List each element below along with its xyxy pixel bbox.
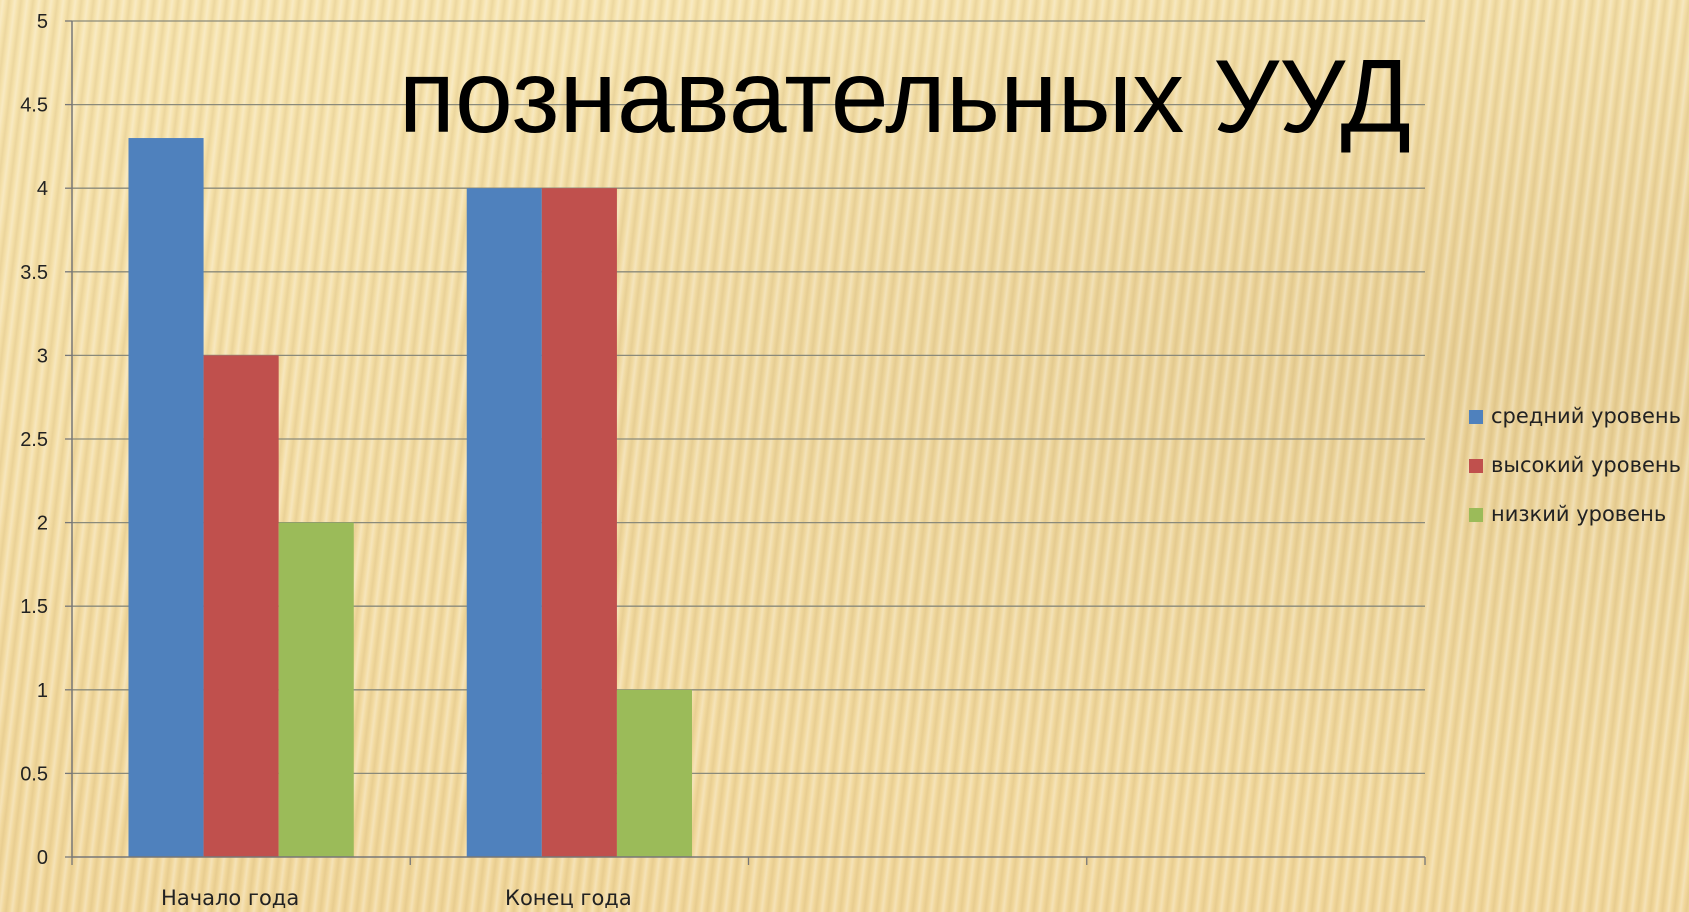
x-category-labels: Начало года Конец года (161, 886, 632, 910)
y-tick-label: 4 (37, 178, 48, 200)
legend: средний уровень высокий уровень низкий уро… (1469, 404, 1681, 526)
y-tick-labels: 0 0.5 1 1.5 2 2.5 3 3.5 4 4.5 5 (20, 11, 48, 869)
x-category-label: Конец года (505, 886, 632, 910)
legend-swatch (1469, 459, 1483, 473)
legend-label: средний уровень (1491, 404, 1681, 428)
legend-label: высокий уровень (1491, 453, 1681, 477)
y-tick-label: 4.5 (20, 95, 48, 117)
bar (278, 522, 354, 857)
bar (466, 188, 542, 857)
y-tick-label: 5 (37, 11, 48, 33)
bar (616, 689, 693, 857)
y-tick-label: 3 (37, 345, 48, 367)
x-category-label: Начало года (161, 886, 299, 910)
chart-title: познавательных УУД (399, 39, 1411, 155)
legend-swatch (1469, 410, 1483, 424)
bar (541, 188, 617, 857)
y-tick-label: 2.5 (20, 429, 48, 451)
bars (128, 138, 693, 858)
legend-label: низкий уровень (1491, 502, 1666, 526)
y-tick-label: 3.5 (20, 262, 48, 284)
legend-swatch (1469, 508, 1483, 522)
y-tick-label: 0 (37, 847, 48, 869)
bar (203, 355, 279, 857)
y-tick-label: 1.5 (20, 596, 48, 618)
y-tick-label: 0.5 (20, 763, 48, 785)
bar (128, 138, 204, 858)
axes (65, 20, 1426, 865)
y-tick-label: 1 (37, 680, 48, 702)
y-tick-label: 2 (37, 513, 48, 535)
